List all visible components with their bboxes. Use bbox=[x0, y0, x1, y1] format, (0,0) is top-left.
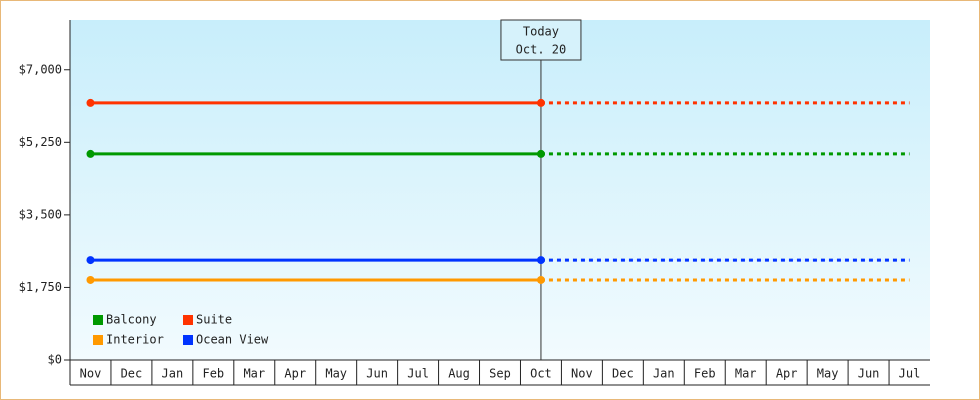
y-tick-label: $7,000 bbox=[19, 62, 62, 76]
x-tick-label: Jul bbox=[407, 367, 429, 381]
today-box bbox=[500, 19, 582, 61]
y-tick-label: $1,750 bbox=[19, 280, 62, 294]
x-tick-label: Jun bbox=[858, 367, 880, 381]
x-tick-label: Mar bbox=[735, 367, 757, 381]
x-tick-label: Nov bbox=[571, 367, 593, 381]
series-point bbox=[86, 256, 95, 265]
y-tick-label: $3,500 bbox=[19, 207, 62, 221]
x-tick-label: Oct bbox=[530, 367, 552, 381]
legend-swatch bbox=[183, 335, 193, 345]
legend-swatch bbox=[93, 315, 103, 325]
y-tick-label: $5,250 bbox=[19, 135, 62, 149]
x-tick-label: Nov bbox=[80, 367, 102, 381]
x-tick-label: Sep bbox=[489, 367, 511, 381]
x-tick-label: Apr bbox=[284, 367, 306, 381]
x-tick-label: Aug bbox=[448, 367, 470, 381]
series-point bbox=[536, 98, 545, 107]
x-tick-label: Dec bbox=[121, 367, 143, 381]
x-tick-label: May bbox=[325, 367, 347, 381]
series-point bbox=[536, 275, 545, 284]
x-tick-label: Feb bbox=[694, 367, 716, 381]
legend-label: Suite bbox=[196, 313, 232, 327]
x-tick-label: Jul bbox=[899, 367, 921, 381]
series-point bbox=[536, 256, 545, 265]
legend-swatch bbox=[93, 335, 103, 345]
x-tick-label: May bbox=[817, 367, 839, 381]
plot-area bbox=[70, 20, 930, 360]
x-tick-label: Jan bbox=[162, 367, 184, 381]
series-point bbox=[86, 149, 95, 158]
legend-label: Balcony bbox=[106, 313, 157, 327]
legend-swatch bbox=[183, 315, 193, 325]
today-label: Today bbox=[523, 25, 559, 39]
series-point bbox=[86, 275, 95, 284]
x-tick-label: Apr bbox=[776, 367, 798, 381]
x-tick-label: Jun bbox=[366, 367, 388, 381]
x-tick-label: Mar bbox=[243, 367, 265, 381]
y-tick-label: $0 bbox=[48, 353, 62, 367]
series-point bbox=[86, 98, 95, 107]
today-label: Oct. 20 bbox=[516, 43, 567, 57]
x-tick-label: Jan bbox=[653, 367, 675, 381]
series-point bbox=[536, 149, 545, 158]
legend-label: Interior bbox=[106, 333, 164, 347]
x-tick-label: Feb bbox=[202, 367, 224, 381]
x-tick-label: Dec bbox=[612, 367, 634, 381]
legend-label: Ocean View bbox=[196, 333, 269, 347]
